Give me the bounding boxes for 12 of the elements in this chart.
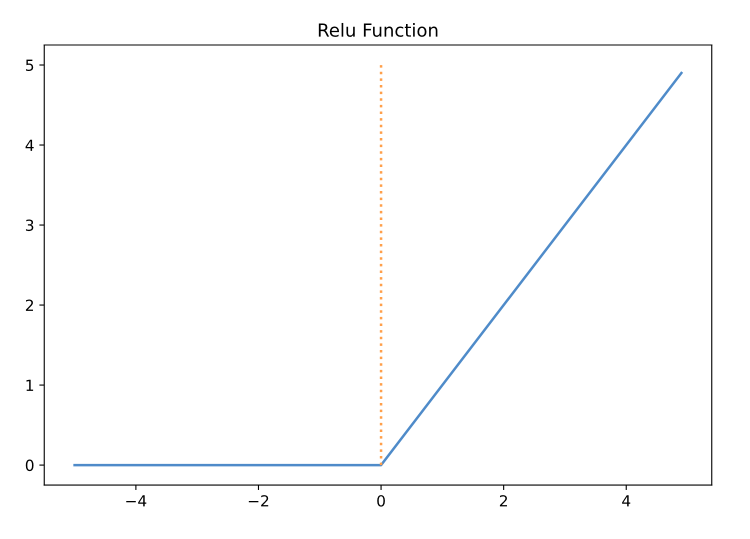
y-tick-label: 5 bbox=[26, 60, 34, 72]
x-tick-label: 2 bbox=[500, 495, 507, 506]
y-tick-label: 4 bbox=[26, 140, 34, 151]
y-tick-label: 1 bbox=[26, 380, 34, 391]
x-tick-label: −4 bbox=[126, 495, 146, 506]
y-tick-label: 3 bbox=[26, 220, 34, 232]
x-tick-label: −2 bbox=[248, 495, 268, 506]
y-tick-label: 0 bbox=[26, 460, 34, 472]
chart-title: Relu Function bbox=[318, 22, 438, 37]
x-tick-label: 4 bbox=[622, 495, 630, 506]
y-tick-label: 2 bbox=[26, 300, 33, 311]
x-tick-label: 0 bbox=[377, 495, 385, 507]
